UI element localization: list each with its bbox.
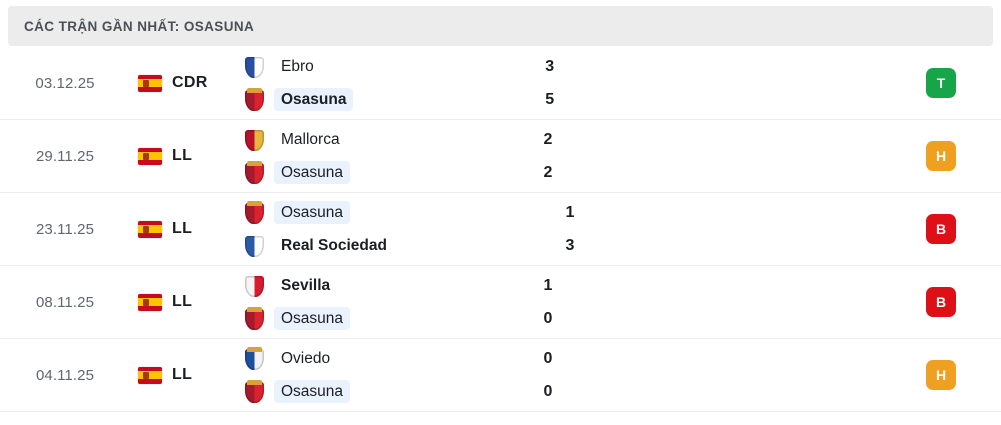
spain-flag-icon xyxy=(138,147,162,165)
osasuna-crest-icon xyxy=(244,201,265,224)
result-cell: H xyxy=(881,360,1001,390)
match-row[interactable]: 03.12.25 CDR Ebro Osasuna 3 5 T xyxy=(0,47,1001,120)
oviedo-crest-icon xyxy=(244,347,265,370)
crest-crown xyxy=(247,307,262,312)
score-away: 2 xyxy=(543,163,553,181)
teams-cell: Oviedo Osasuna xyxy=(240,347,526,404)
match-date: 04.11.25 xyxy=(35,366,95,384)
score-away: 0 xyxy=(543,382,553,400)
match-row[interactable]: 23.11.25 LL Osasuna Real Sociedad 1 3 B xyxy=(0,193,1001,266)
score-away: 3 xyxy=(565,236,575,254)
team-line-home[interactable]: Mallorca xyxy=(244,128,526,152)
match-date: 29.11.25 xyxy=(35,147,95,165)
team-line-away[interactable]: Osasuna xyxy=(244,88,527,112)
sevilla-crest-icon xyxy=(244,274,265,297)
osasuna-crest-icon xyxy=(244,88,265,111)
score-home: 1 xyxy=(565,203,575,221)
league-code: LL xyxy=(172,366,193,383)
team-name-home[interactable]: Mallorca xyxy=(281,131,340,148)
team-name-home[interactable]: Oviedo xyxy=(281,350,331,367)
score-home: 1 xyxy=(543,276,553,294)
league-cell[interactable]: LL xyxy=(130,147,240,165)
team-line-home[interactable]: Sevilla xyxy=(244,274,526,298)
team-line-away[interactable]: Osasuna xyxy=(244,380,526,404)
spain-flag-icon xyxy=(138,220,162,238)
score-away: 5 xyxy=(545,90,555,108)
score-home: 3 xyxy=(545,57,555,75)
result-cell: H xyxy=(881,141,1001,171)
team-line-away[interactable]: Osasuna xyxy=(244,307,526,331)
status-badge: B xyxy=(926,287,957,317)
match-row[interactable]: 29.11.25 LL Mallorca Osasuna 2 2 H xyxy=(0,120,1001,193)
team-name-away[interactable]: Osasuna xyxy=(274,380,351,403)
crest-crown xyxy=(247,88,262,93)
teams-cell: Sevilla Osasuna xyxy=(240,274,526,331)
team-line-home[interactable]: Osasuna xyxy=(244,201,547,225)
team-line-away[interactable]: Osasuna xyxy=(244,161,526,185)
spain-flag-icon xyxy=(138,74,162,92)
match-list: 03.12.25 CDR Ebro Osasuna 3 5 T 29.11.25 LL Mallo… xyxy=(0,47,1001,412)
team-name-home[interactable]: Sevilla xyxy=(281,277,331,294)
match-row[interactable]: 04.11.25 LL Oviedo Osasuna 0 0 H xyxy=(0,339,1001,412)
crest-crown xyxy=(247,347,262,352)
league-code: CDR xyxy=(172,74,208,91)
result-cell: B xyxy=(881,214,1001,244)
match-date: 08.11.25 xyxy=(35,293,95,311)
spain-flag-icon xyxy=(138,293,162,311)
score-home: 0 xyxy=(543,349,553,367)
match-date: 23.11.25 xyxy=(35,220,95,238)
match-date: 03.12.25 xyxy=(35,74,95,92)
match-row[interactable]: 08.11.25 LL Sevilla Osasuna 1 0 B xyxy=(0,266,1001,339)
status-badge: T xyxy=(926,68,957,98)
league-cell[interactable]: LL xyxy=(130,366,240,384)
league-code: LL xyxy=(172,293,193,310)
status-badge: H xyxy=(926,360,957,390)
mallorca-crest-icon xyxy=(244,128,265,151)
league-code: LL xyxy=(172,147,193,164)
status-badge: H xyxy=(926,141,957,171)
team-name-away[interactable]: Osasuna xyxy=(274,88,354,111)
result-cell: B xyxy=(881,287,1001,317)
league-cell[interactable]: CDR xyxy=(130,74,240,92)
osasuna-crest-icon xyxy=(244,380,265,403)
ebro-crest-icon xyxy=(244,55,265,78)
crest-crown xyxy=(247,380,262,385)
osasuna-crest-icon xyxy=(244,161,265,184)
teams-cell: Mallorca Osasuna xyxy=(240,128,526,185)
league-cell[interactable]: LL xyxy=(130,293,240,311)
teams-cell: Osasuna Real Sociedad xyxy=(240,201,547,258)
panel-header: CÁC TRẬN GẦN NHẤT: OSASUNA xyxy=(8,6,993,46)
score-home: 2 xyxy=(543,130,553,148)
team-name-home[interactable]: Osasuna xyxy=(274,201,351,224)
team-line-home[interactable]: Oviedo xyxy=(244,347,526,371)
score-away: 0 xyxy=(543,309,553,327)
spain-flag-icon xyxy=(138,366,162,384)
crest-crown xyxy=(247,161,262,166)
result-cell: T xyxy=(881,68,1001,98)
league-cell[interactable]: LL xyxy=(130,220,240,238)
team-line-home[interactable]: Ebro xyxy=(244,55,527,79)
team-line-away[interactable]: Real Sociedad xyxy=(244,234,547,258)
team-name-away[interactable]: Osasuna xyxy=(274,161,351,184)
osasuna-crest-icon xyxy=(244,307,265,330)
crest-crown xyxy=(247,201,262,206)
teams-cell: Ebro Osasuna xyxy=(240,55,527,112)
real-sociedad-crest-icon xyxy=(244,234,265,257)
team-name-away[interactable]: Real Sociedad xyxy=(281,237,387,254)
league-code: LL xyxy=(172,220,193,237)
recent-matches-widget: CÁC TRẬN GẦN NHẤT: OSASUNA 03.12.25 CDR Eb… xyxy=(0,6,1001,425)
status-badge: B xyxy=(926,214,956,244)
panel-title: CÁC TRẬN GẦN NHẤT: OSASUNA xyxy=(24,18,255,34)
team-name-home[interactable]: Ebro xyxy=(281,58,314,75)
team-name-away[interactable]: Osasuna xyxy=(274,307,351,330)
